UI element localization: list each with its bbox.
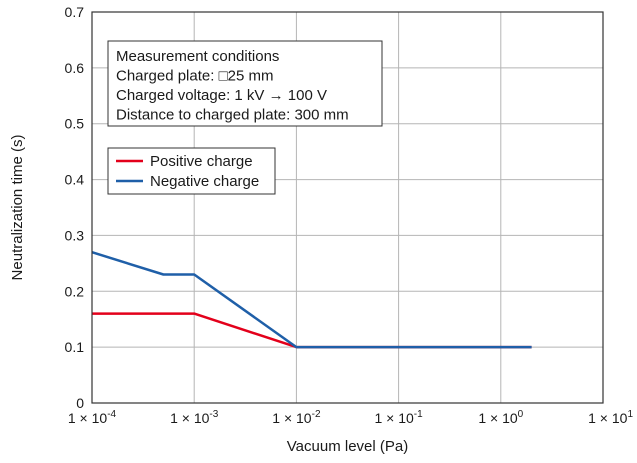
series-line-negative bbox=[91, 251, 532, 349]
annotation-line: Charged voltage: 1 kV → 100 V bbox=[116, 87, 327, 104]
y-tick-label: 0 bbox=[76, 395, 84, 411]
x-tick-label: 1 × 100 bbox=[478, 409, 523, 426]
x-tick-label: 1 × 10-2 bbox=[272, 409, 321, 426]
y-tick-label: 0.3 bbox=[65, 227, 85, 243]
legend: Positive charge Negative charge bbox=[107, 147, 276, 195]
y-tick-label: 0.4 bbox=[65, 172, 85, 188]
x-tick-label: 1 × 101 bbox=[588, 409, 633, 426]
y-tick-label: 0.7 bbox=[65, 4, 85, 20]
annotation-line: Measurement conditions bbox=[116, 48, 279, 65]
annotation-line: Charged plate: □25 mm bbox=[116, 68, 273, 85]
x-tick-label: 1 × 10-4 bbox=[68, 409, 117, 426]
series-line-positive bbox=[92, 312, 532, 349]
annotation-line: Distance to charged plate: 300 mm bbox=[116, 107, 349, 124]
y-tick-label: 0.1 bbox=[65, 339, 85, 355]
x-axis-title: Vacuum level (Pa) bbox=[287, 438, 408, 455]
y-tick-label: 0.6 bbox=[65, 60, 85, 76]
legend-label-negative: Negative charge bbox=[150, 173, 259, 190]
x-tick-label: 1 × 10-3 bbox=[170, 409, 219, 426]
legend-label-positive: Positive charge bbox=[150, 153, 253, 170]
y-tick-label: 0.5 bbox=[65, 116, 85, 132]
measurement-conditions-box: Measurement conditions Charged plate: □2… bbox=[107, 40, 383, 127]
tick-labels: 0 0.1 0.2 0.3 0.4 0.5 0.6 0.7 1 × 10-4 1 × 10-3 1 … bbox=[65, 4, 634, 426]
y-axis-title: Neutralization time (s) bbox=[9, 135, 26, 281]
y-tick-label: 0.2 bbox=[65, 283, 85, 299]
series-lines bbox=[91, 251, 532, 349]
plot-frame bbox=[91, 11, 604, 404]
x-tick-label: 1 × 10-1 bbox=[374, 409, 423, 426]
